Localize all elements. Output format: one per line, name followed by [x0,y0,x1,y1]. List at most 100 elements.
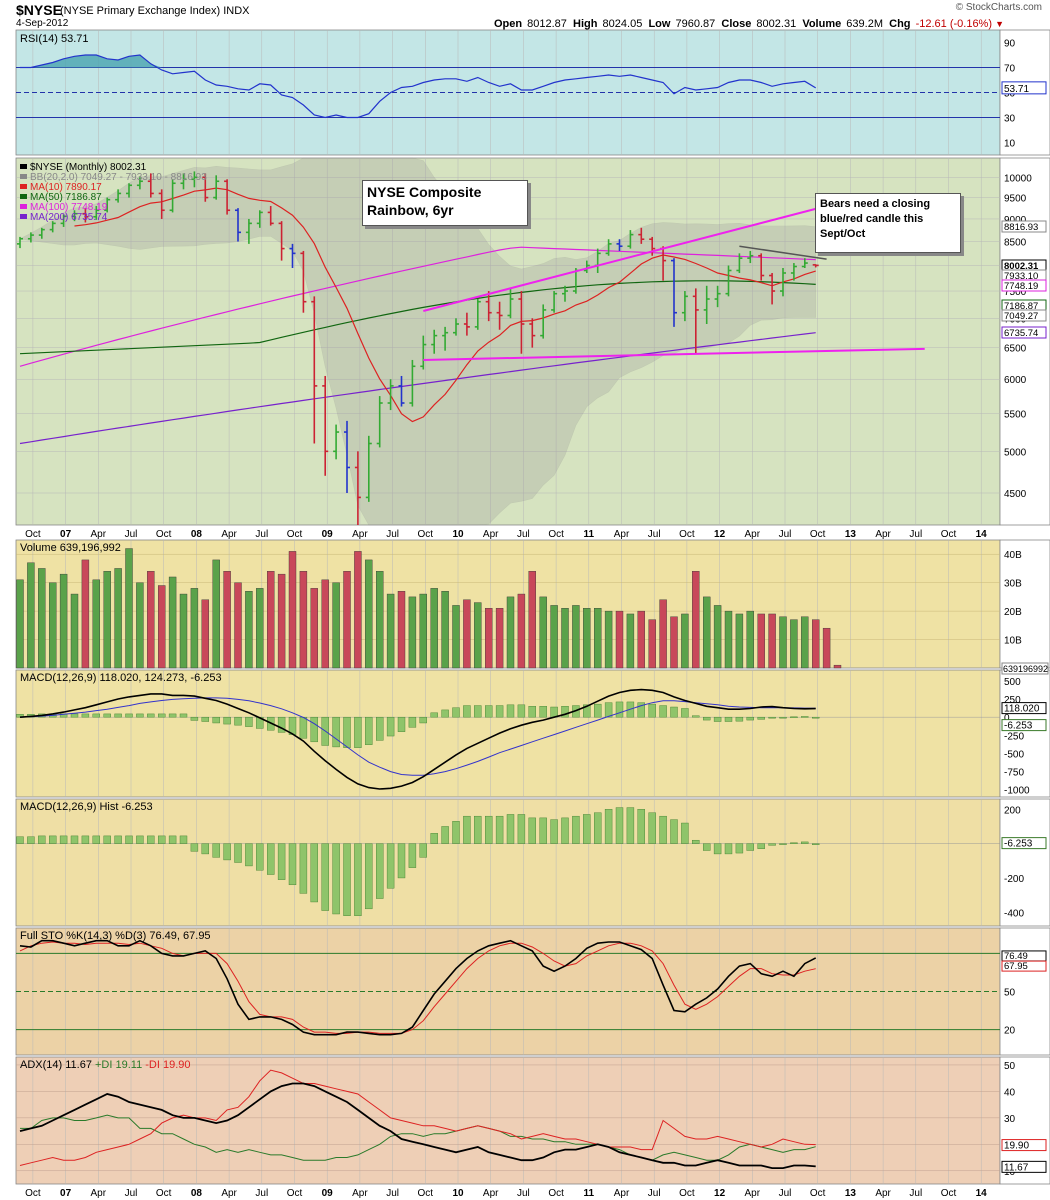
ohlc-bar [431,329,438,354]
volume-bar [833,664,842,669]
close-value: 8002.31 [756,18,797,30]
minus-di-line [19,1069,816,1166]
volume-bar [495,608,504,669]
x-tick-label: 14 [976,1188,988,1199]
ma10-line [74,187,816,423]
legend-swatch [20,164,27,169]
hist-bar [92,835,101,844]
x-tick-label: Oct [418,529,434,540]
macd-hist-bar [157,713,166,718]
hist-bar [474,815,482,844]
x-tick-label: 07 [60,1188,72,1199]
ohlc-bar [158,189,165,219]
adx-right-label: 11.67 [1004,1162,1029,1173]
plus-di-line [20,1114,816,1161]
ohlc-bar [60,214,67,227]
chg-label: Chg [889,18,911,30]
price-tick: 9000 [1004,215,1027,226]
macd-hist-bar [539,706,547,718]
sto-right-label: 76.49 [1004,951,1028,962]
rsi-tick: 30 [1004,114,1016,125]
volume-bar [234,582,242,669]
ohlc-bar [38,227,45,239]
hist-bar [277,843,286,880]
rsi-tick: 90 [1004,39,1016,50]
macd-tick: 0 [1004,713,1010,724]
rsi-line [20,54,817,119]
volume-right-label: 639196992 [1003,664,1048,674]
adx-tick: 40 [1004,1087,1016,1098]
macd-label-box [1001,719,1047,732]
adx-tick: 50 [1004,1061,1016,1072]
ohlc-bar [485,291,492,322]
hist-bar [692,839,700,844]
legend-swatch [20,174,27,179]
x-tick-label: Jul [386,1188,399,1199]
ohlc-bar [681,291,688,322]
x-tick-label: 09 [322,1188,334,1199]
volume-tick: 40B [1004,550,1022,561]
macd-line [19,688,816,790]
macd-hist-bar [648,703,656,718]
ohlc-bar [725,265,732,297]
open-label: Open [493,18,523,30]
hist-bar [376,843,384,899]
macd-hist-bar [92,713,101,718]
x-tick-label: 07 [60,529,72,540]
ohlc-bar [562,285,568,302]
hist-bar [397,843,406,879]
x-tick-label: Jul [386,529,399,540]
volume-bar [38,568,46,669]
macd-hist-bar [757,716,765,720]
volume-bar [277,573,286,669]
ohlc-bar [224,179,231,215]
hist-bar [201,843,210,855]
macd-hist-bar [408,716,417,728]
price-legend-item: MA(100) 7748.19 [30,202,108,213]
macd-hist-bar [463,705,471,718]
volume-bar [408,596,417,669]
volume-bar [539,596,547,669]
hist-tick: -400 [1004,908,1024,919]
x-tick-label: 10 [452,529,464,540]
hist-bar [321,843,329,911]
macd-hist-bar [703,716,711,721]
panel-adx [15,1056,1001,1185]
ohlc-bar [354,451,361,525]
ohlc-bar [420,335,427,370]
macd-hist-bar [583,704,591,718]
hist-bar [790,842,798,844]
ohlc-bar [256,210,263,228]
x-tick-label: Apr [483,1188,499,1199]
hist-bar [114,835,122,844]
ohlc-bar [671,258,677,327]
x-tick-label: Apr [352,529,368,540]
axis-macd [999,669,1050,798]
macd-hist-bar [713,716,722,722]
macd-hist-bar [485,705,493,718]
x-tick-label: Oct [156,529,172,540]
volume-bar [114,568,122,669]
x-tick-label: Jul [255,1188,268,1199]
hist-bar [604,809,613,844]
macd-legend: MACD(12,26,9) 118.020, 124.273, -6.253 [20,672,222,684]
macd-hist-bar [125,713,133,718]
volume-bar [637,610,645,669]
volume-bar [267,571,275,669]
volume-bar [604,610,613,669]
macd-hist-bar [681,708,689,718]
trendline-lower-channel [423,347,925,361]
ohlc-bar [801,258,808,268]
macd-hist-bar [419,716,427,724]
quote-line: Open 8012.87 High 8024.05 Low 7960.87 Cl… [494,18,1004,30]
ohlc-bar [27,232,34,243]
hist-bar [779,843,787,845]
ohlc-bar [71,210,78,222]
volume-bar [310,588,318,669]
volume-bar [376,571,384,669]
rsi-value-box [1001,81,1047,95]
adx-legend-item: -DI 19.90 [142,1059,190,1071]
volume-bar [16,579,24,669]
macd-hist-bar [670,706,678,718]
hist-bar [463,815,471,844]
